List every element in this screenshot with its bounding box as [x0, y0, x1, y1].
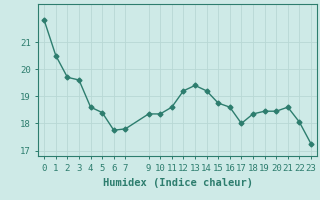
- X-axis label: Humidex (Indice chaleur): Humidex (Indice chaleur): [103, 178, 252, 188]
